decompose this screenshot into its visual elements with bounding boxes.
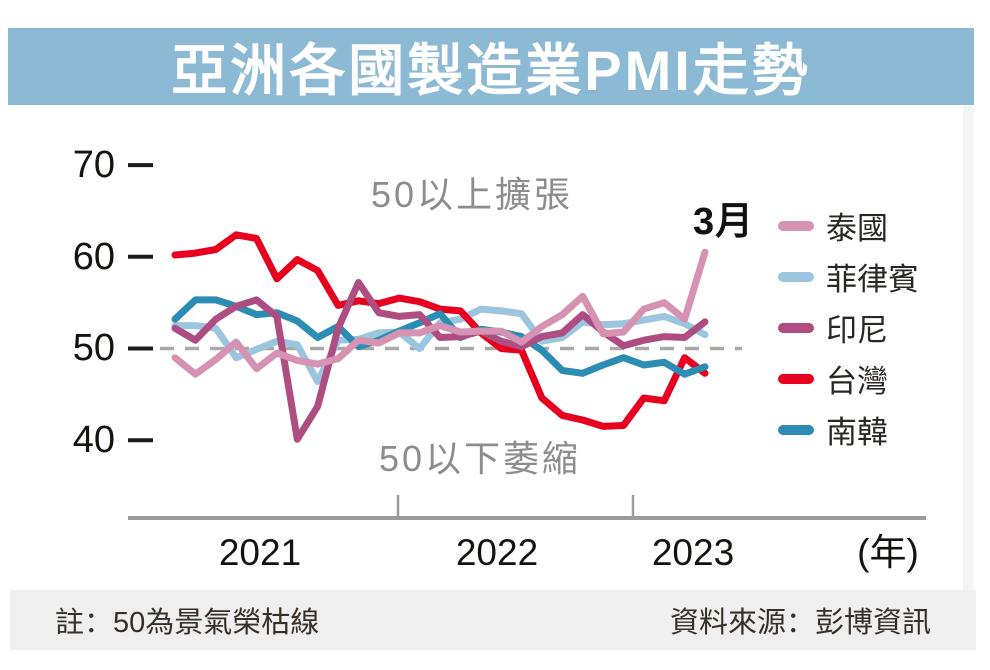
annotation-expansion: 50以上擴張 (370, 174, 574, 215)
x-axis-unit-label: (年) (857, 532, 919, 573)
legend-item-philippines: 菲律賓 (778, 251, 978, 302)
legend-label-south-korea: 南韓 (826, 415, 888, 450)
legend-label-thailand: 泰國 (826, 211, 888, 246)
y-axis-label-40: 40 (72, 419, 115, 461)
south-korea-line-swatch-icon (778, 424, 814, 435)
chart-title: 亞洲各國製造業PMI走勢 (171, 39, 811, 102)
title-bar: 亞洲各國製造業PMI走勢 (8, 28, 974, 105)
thailand-line-swatch-icon (778, 220, 814, 231)
series-line-taiwan (171, 231, 709, 430)
footer-bar: 註：50為景氣榮枯線 資料來源：彭博資訊 (10, 590, 976, 650)
x-axis-label-2023: 2023 (651, 532, 735, 573)
legend: 泰國 菲律賓 印尼 台灣 南韓 (778, 200, 978, 455)
footer-source: 資料來源：彭博資訊 (669, 607, 931, 639)
x-axis-label-2021: 2021 (218, 532, 302, 573)
legend-label-taiwan: 台灣 (826, 364, 888, 399)
legend-item-indonesia: 印尼 (778, 302, 978, 353)
annotation-latest-month: 3月 (693, 201, 755, 243)
y-axis-label-60: 60 (72, 236, 115, 278)
series-line-indonesia (171, 279, 709, 443)
card-right-edge (963, 105, 974, 590)
indonesia-line-swatch-icon (778, 322, 814, 333)
taiwan-line-swatch-icon (778, 373, 814, 384)
y-axis-label-50: 50 (72, 327, 115, 369)
series-line-south-korea (171, 296, 709, 378)
legend-item-thailand: 泰國 (778, 200, 978, 251)
philippines-line-swatch-icon (778, 271, 814, 282)
footer-note: 註：50為景氣榮枯線 (55, 607, 320, 639)
y-axis-label-70: 70 (72, 144, 115, 186)
legend-label-indonesia: 印尼 (826, 313, 888, 348)
annotation-contraction: 50以下萎縮 (378, 438, 582, 479)
x-axis-label-2022: 2022 (455, 532, 539, 573)
series-line-thailand (171, 248, 709, 378)
legend-item-taiwan: 台灣 (778, 353, 978, 404)
legend-label-philippines: 菲律賓 (826, 262, 919, 297)
legend-item-south-korea: 南韓 (778, 404, 978, 455)
